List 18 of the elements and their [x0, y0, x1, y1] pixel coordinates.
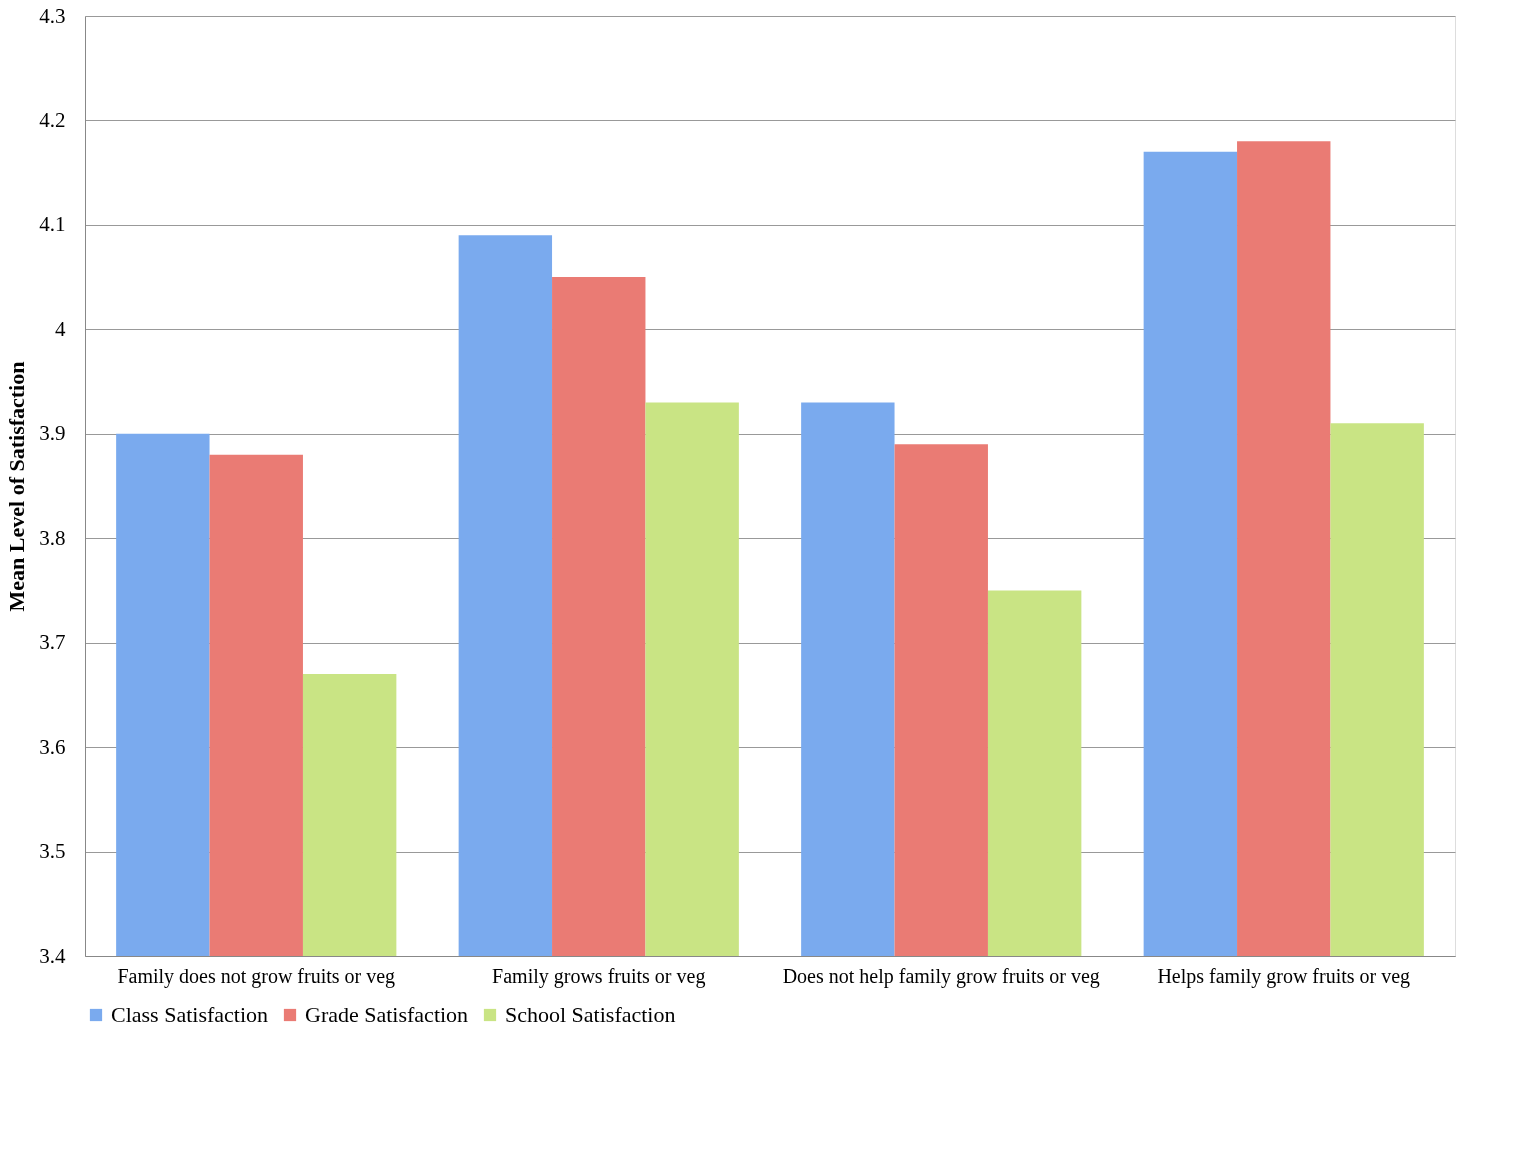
x-tick-label: Family grows fruits or veg — [492, 964, 706, 988]
y-tick-label: 4.1 — [39, 212, 66, 237]
y-tick-label: 3.5 — [39, 839, 66, 864]
y-tick-label: 4.2 — [39, 107, 66, 132]
y-axis-title: Mean Level of Satisfaction — [4, 361, 30, 612]
y-tick-label: 3.7 — [39, 630, 66, 655]
x-tick-label: Does not help family grow fruits or veg — [782, 964, 1100, 988]
y-tick-label: 3.8 — [39, 525, 66, 550]
legend-label: Grade Satisfaction — [305, 1002, 469, 1027]
legend-label: Class Satisfaction — [111, 1002, 269, 1027]
y-tick-label: 3.9 — [39, 421, 66, 446]
x-tick-label: Family does not grow fruits or veg — [117, 964, 396, 988]
legend-label: School Satisfaction — [505, 1002, 676, 1027]
y-tick-label: 3.4 — [39, 943, 66, 968]
x-tick-label: Helps family grow fruits or veg — [1157, 964, 1411, 988]
y-tick-label: 4 — [55, 316, 66, 341]
y-tick-label: 4.3 — [39, 3, 66, 28]
y-tick-label: 3.6 — [39, 734, 66, 759]
